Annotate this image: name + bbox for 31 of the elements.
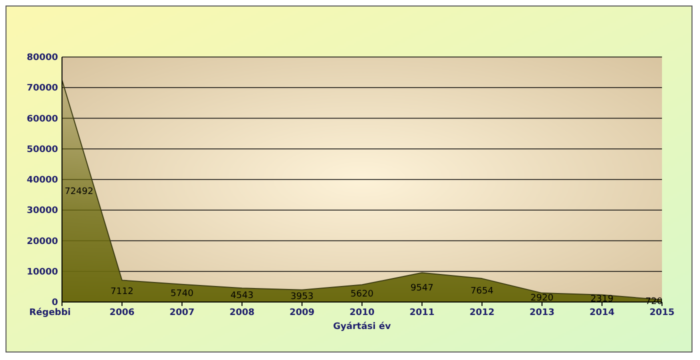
x-tick-label: 2015 — [649, 308, 675, 318]
text: 9547 — [410, 283, 434, 294]
x-tick-label: 2008 — [229, 308, 255, 318]
x-tick-label: 2010 — [349, 308, 375, 318]
text: 3953 — [290, 292, 314, 302]
x-tick-label: 2013 — [529, 308, 555, 318]
y-tick-label: 50000 — [26, 144, 58, 155]
x-tick-label: 2012 — [469, 308, 495, 318]
text: 5740 — [170, 289, 194, 300]
x-tick-label: Régebbi — [29, 307, 71, 318]
text: 7654 — [470, 286, 494, 296]
x-tick-label: 2006 — [109, 308, 135, 318]
x-tick-label: 2011 — [409, 308, 435, 318]
x-tick-label: 2007 — [169, 308, 195, 318]
y-tick-label: 10000 — [26, 267, 58, 278]
text: 2319 — [590, 294, 614, 304]
y-tick-label: 80000 — [26, 53, 58, 63]
text: 4543 — [230, 291, 254, 302]
text: 7112 — [110, 287, 134, 298]
x-axis-title: Gyártási év — [333, 321, 391, 332]
y-tick-label: 20000 — [26, 236, 58, 247]
text: 2920 — [530, 294, 554, 304]
y-tick-label: 70000 — [26, 84, 58, 94]
y-tick-label: 40000 — [26, 176, 58, 186]
text: 5620 — [350, 289, 374, 300]
text: 72492 — [64, 186, 94, 197]
y-tick-label: 30000 — [26, 206, 58, 216]
y-tick-label: 0 — [52, 298, 58, 308]
y-tick-label: 60000 — [26, 114, 58, 124]
x-tick-label: 2014 — [589, 308, 615, 318]
x-tick-label: 2009 — [289, 308, 315, 318]
